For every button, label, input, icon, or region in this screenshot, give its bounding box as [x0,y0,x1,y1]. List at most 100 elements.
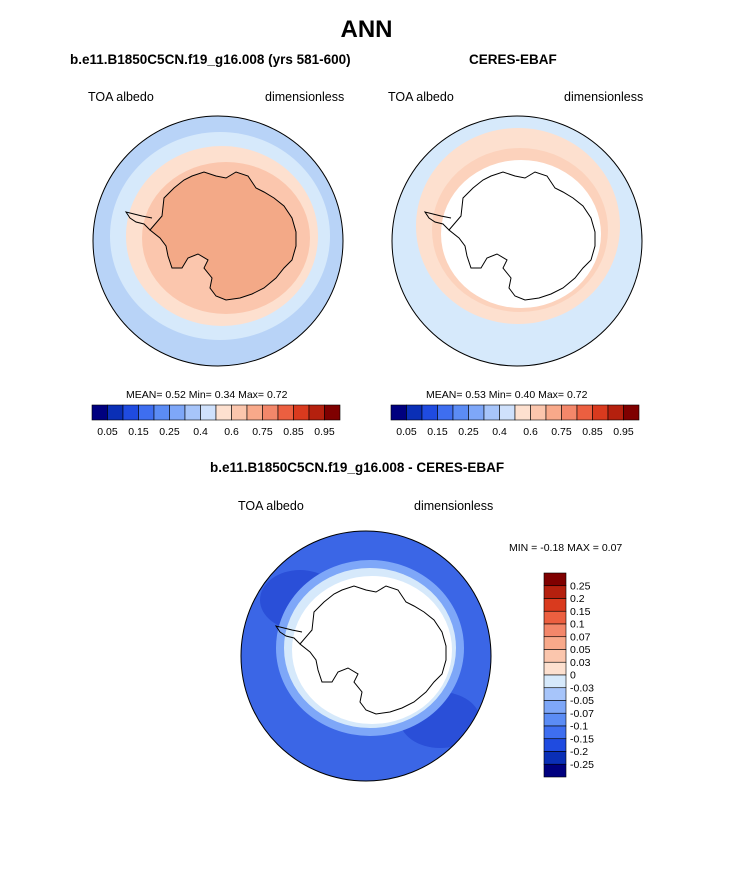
panel-2-colorbar-swatch [437,404,454,421]
panel-2-colorbar-swatch [499,404,516,421]
panel-1-min-label: Min= [188,389,212,401]
panel-2-colorbar-swatch [561,404,578,421]
panel-3-colorbar-tick-label: 0.05 [570,644,591,656]
panel-1-mean-value: 0.52 [165,389,186,401]
panel-3-colorbar-tick-label: 0 [570,670,576,682]
panel-3-colorbar-swatch [543,585,567,599]
panel-2-colorbar-swatch [576,404,593,421]
panel-1-colorbar: 0.05 0.15 0.25 0.4 0.6 0.75 0.85 0.95 [91,404,341,438]
panel-3-colorbar-swatch [543,649,567,663]
panel-2-colorbar-swatch [390,404,407,421]
panel-1-colorbar-tick-label: 0.05 [97,426,118,438]
panel-3-colorbar-swatch [543,598,567,612]
panel-3-max-value: 0.07 [601,542,623,554]
panel-3-colorbar-tick-label: 0.07 [570,631,591,643]
panel-1-mean-label: MEAN= [126,389,163,401]
panel-2-colorbar-swatch [514,404,531,421]
panel-1-map [93,116,343,366]
panel-2-colorbar-tick-label: 0.95 [613,426,634,438]
panel-2-max-value: 0.72 [566,389,588,401]
panel-3-colorbar-swatch [543,712,567,727]
panel-2-colorbar-tick-label: 0.25 [458,426,479,438]
panel-3-colorbar-tick-label: 0.03 [570,657,591,669]
panel-2-mean-value: 0.53 [465,389,486,401]
panel-2-left-label: TOA albedo [388,90,454,104]
panel-2-colorbar-swatch [483,404,500,421]
panel-3-stats: MIN = -0.18 MAX = 0.07 [509,542,622,554]
panel-3-min-label: MIN = [509,542,538,554]
panel-2-map [392,116,642,366]
panel-3-colorbar-tick-label: -0.1 [570,721,588,733]
panel-2-colorbar-tick-label: 0.4 [492,426,507,438]
panel-2-colorbar-tick-label: 0.15 [427,426,448,438]
panel-1-colorbar-tick-label: 0.4 [193,426,208,438]
panel-1-colorbar-swatch [308,404,325,421]
panel-2-colorbar-tick-label: 0.05 [396,426,417,438]
panel-3-colorbar-tick-label: -0.25 [570,759,594,771]
panel-3-colorbar-swatch [543,610,567,625]
panel-1-colorbar-swatch [153,404,170,421]
panel-3-colorbar-tick-label: -0.07 [570,708,594,720]
panel-3-min-value: -0.18 [540,542,565,554]
panel-3-map [241,531,491,781]
panel-3-colorbar-tick-label: -0.05 [570,695,594,707]
panel-3-colorbar-swatch [543,623,567,638]
panel-3-right-label: dimensionless [414,499,494,513]
panel-2-min-label: Min= [488,389,512,401]
panel-3-colorbar-swatch [543,725,567,740]
panel-3-colorbar-tick-label: -0.15 [570,733,594,745]
panel-2-colorbar: 0.05 0.15 0.25 0.4 0.6 0.75 0.85 0.95 [390,404,640,438]
panel-3-colorbar-swatch [543,763,567,778]
panel-1-right-label: dimensionless [265,90,345,104]
panel-1-colorbar-swatch [231,404,248,421]
panel-2-colorbar-swatch [406,404,423,421]
panel-3-colorbar-tick-label: 0.15 [570,606,591,618]
panel-3-border [240,530,492,782]
figure-title: ANN [340,16,393,43]
panel-1-colorbar-tick-label: 0.85 [283,426,304,438]
panel-2-colorbar-swatch [530,404,547,421]
panel-3-colorbar-swatch [543,687,567,701]
panel-1-title: b.e11.B1850C5CN.f19_g16.008 (yrs 581-600… [70,52,351,67]
panel-2-border [391,115,643,367]
panel-1-min-value: 0.34 [214,389,236,401]
panel-1-max-value: 0.72 [266,389,288,401]
panel-1-colorbar-tick-label: 0.75 [252,426,273,438]
panel-2-mean-label: MEAN= [426,389,463,401]
panel-1-colorbar-swatch [107,404,124,421]
panel-3-colorbar-swatch [543,661,567,676]
panel-2-min-value: 0.40 [514,389,536,401]
panel-3-colorbar-swatch [543,636,567,650]
panel-1-colorbar-swatch [91,404,108,421]
panel-3-colorbar-swatch [543,700,567,714]
panel-1-colorbar-swatch [138,404,155,421]
panel-3-colorbar-tick-label: 0.1 [570,619,585,631]
panel-3-colorbar-swatch [543,674,567,689]
panel-2-colorbar-swatch [607,404,624,421]
panel-1-colorbar-swatch [277,404,294,421]
panel-1-colorbar-tick-label: 0.25 [159,426,180,438]
panel-3-colorbar-swatch [543,751,567,765]
panel-1-colorbar-swatch [293,404,310,421]
panel-1-colorbar-tick-label: 0.6 [224,426,239,438]
panel-2-title: CERES-EBAF [469,52,557,67]
panel-3-colorbar-tick-label: 0.2 [570,593,585,605]
panel-3-max-label: MAX = [567,542,599,554]
panel-1-stats: MEAN= 0.52 Min= 0.34 Max= 0.72 [126,389,287,401]
panel-3-left-label: TOA albedo [238,499,304,513]
panel-1-left-label: TOA albedo [88,90,154,104]
panel-2-colorbar-swatch [592,404,609,421]
panel-1-colorbar-swatch [324,404,341,421]
panel-2-colorbar-swatch [421,404,438,421]
panel-1-colorbar-tick-label: 0.95 [314,426,335,438]
panel-1-colorbar-swatch [246,404,263,421]
panel-2-max-label: Max= [538,389,565,401]
panel-1-colorbar-swatch [200,404,217,421]
panel-2-colorbar-tick-label: 0.6 [523,426,538,438]
panel-1-colorbar-tick-label: 0.15 [128,426,149,438]
panel-2-right-label: dimensionless [564,90,644,104]
panel-1-colorbar-swatch [262,404,279,421]
panel-2-colorbar-swatch [468,404,485,421]
panel-2-colorbar-swatch [452,404,469,421]
